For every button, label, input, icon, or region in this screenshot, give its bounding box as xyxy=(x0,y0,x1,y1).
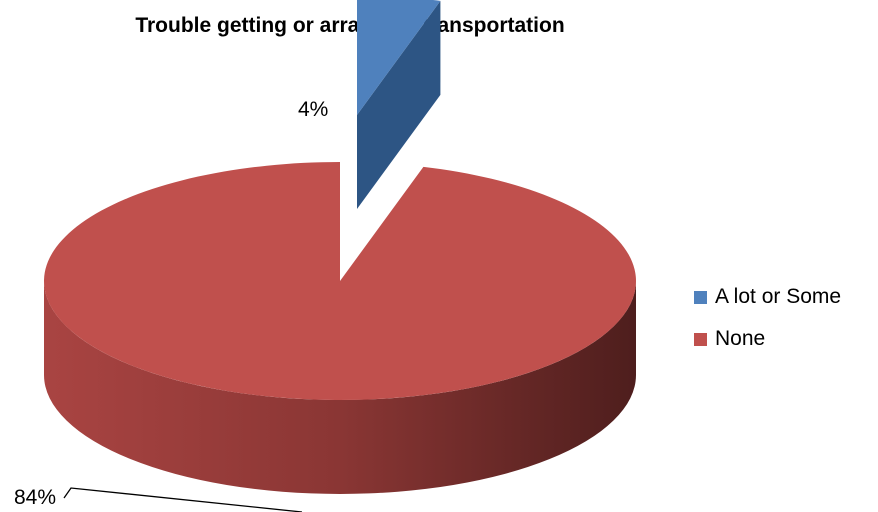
chart-legend: A lot or Some None xyxy=(694,276,878,360)
legend-label-none: None xyxy=(715,327,766,350)
legend-label-a-lot-or-some: A lot or Some xyxy=(715,285,842,308)
pie-slice-a-lot-or-some xyxy=(357,0,441,115)
pie-side-none xyxy=(44,281,636,494)
legend-item-a-lot-or-some: A lot or Some xyxy=(694,276,878,318)
chart-title: Trouble getting or arranging transportat… xyxy=(135,14,565,37)
data-label-a-lot-or-some: 4% xyxy=(298,98,328,121)
legend-swatch-none xyxy=(694,332,707,346)
data-label-none: 84% xyxy=(14,486,56,509)
leader-line-none xyxy=(63,487,303,512)
pie-slice-none xyxy=(43,162,636,401)
legend-item-none: None xyxy=(694,318,878,360)
legend-swatch-a-lot-or-some xyxy=(694,290,707,304)
pie-cut-a-lot-or-some xyxy=(357,0,441,209)
